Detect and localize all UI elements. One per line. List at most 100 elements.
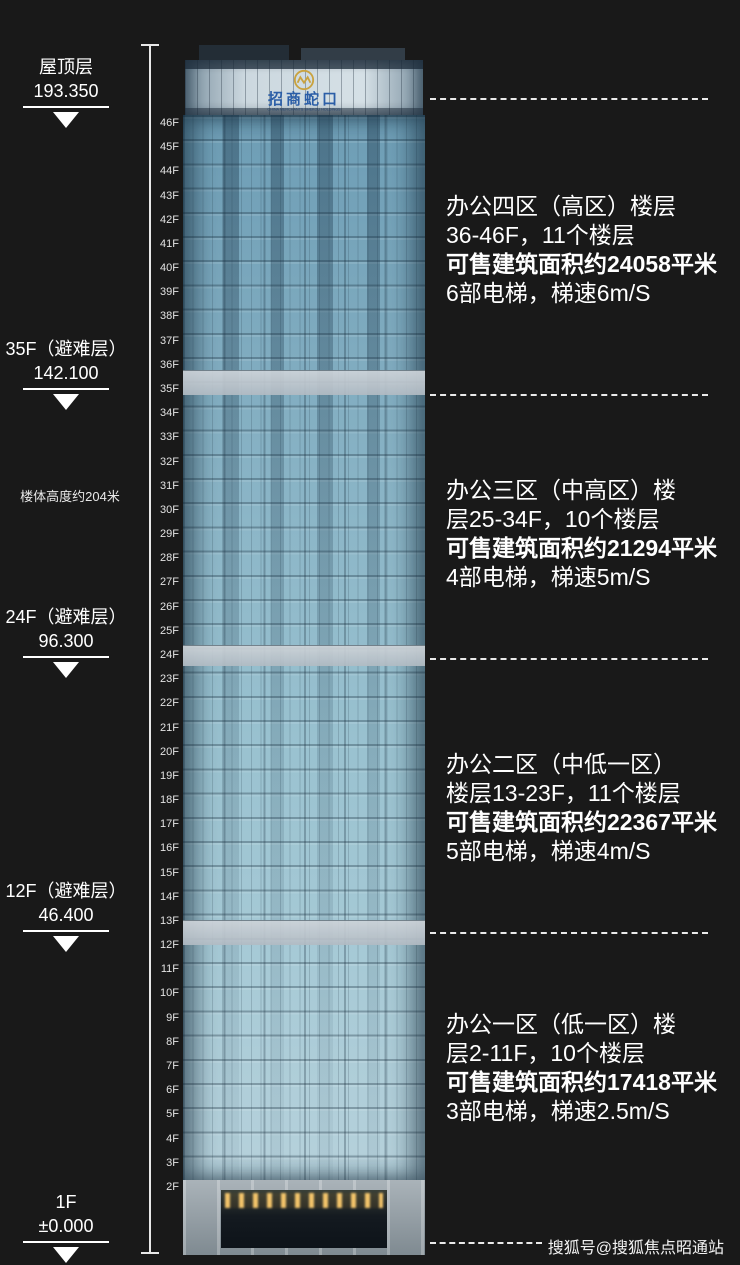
level-marker-roof: 屋顶层 193.350 (0, 55, 132, 128)
floor-label: 33F (160, 431, 179, 444)
zone-elevators: 4部电梯，梯速5m/S (446, 564, 651, 590)
floor-label: 14F (160, 890, 179, 903)
zone-title: 办公二区（中低一区） (446, 751, 676, 777)
level-marker-24f: 24F（避难层） 96.300 (0, 605, 132, 678)
floor-label: 31F (160, 479, 179, 492)
down-arrow-icon (53, 1247, 79, 1263)
floor-label: 11F (160, 963, 179, 976)
floor-label: 46F (160, 117, 179, 129)
floor-label: 38F (160, 310, 179, 323)
zone-title: 办公三区（中高区）楼 (446, 477, 676, 503)
zone-info-high: 办公四区（高区）楼层 36-46F，11个楼层 可售建筑面积约24058平米 6… (446, 192, 726, 308)
floor-label: 23F (160, 673, 179, 686)
level-marker-1f: 1F ±0.000 (0, 1190, 132, 1263)
floor-label: 45F (160, 141, 179, 154)
zone-floors: 层2-11F，10个楼层 (446, 1040, 645, 1066)
floor-label: 36F (160, 358, 179, 371)
floor-label: 20F (160, 745, 179, 758)
building-height-note: 楼体高度约204米 (20, 489, 120, 504)
marker-label: 屋顶层 (39, 57, 93, 77)
level-marker-12f: 12F（避难层） 46.400 (0, 879, 132, 952)
zone-elevators: 6部电梯，梯速6m/S (446, 280, 651, 306)
down-arrow-icon (53, 112, 79, 128)
floor-label: 42F (160, 213, 179, 226)
zone-elevators: 3部电梯，梯速2.5m/S (446, 1098, 670, 1124)
floor-label: 16F (160, 842, 179, 855)
floor-label: 44F (160, 165, 179, 178)
floor-label: 22F (160, 697, 179, 710)
watermark: 搜狐号@搜狐焦点昭通站 (547, 1240, 724, 1257)
zone-elevators: 5部电梯，梯速4m/S (446, 838, 651, 864)
dimension-line (149, 45, 151, 1253)
zone-title: 办公四区（高区）楼层 (446, 193, 676, 219)
logo-name: 招商蛇口 (267, 91, 340, 108)
floor-label: 18F (160, 794, 179, 807)
floor-label: 4F (166, 1132, 179, 1145)
floor-label: 9F (166, 1011, 179, 1024)
level-line-35f (430, 394, 708, 396)
refuge-floor-band-24f (183, 645, 425, 666)
zone-floors: 36-46F，11个楼层 (446, 222, 635, 248)
floor-label: 29F (160, 528, 179, 541)
floor-label: 17F (160, 818, 179, 831)
floor-label: 27F (160, 576, 179, 589)
floor-label: 6F (166, 1084, 179, 1097)
logo-tagline: CHINA MERCHANTS SHEKOU HOLDINGS (267, 108, 341, 112)
floor-label: 8F (166, 1035, 179, 1048)
building-crown: 招商蛇口 CHINA MERCHANTS SHEKOU HOLDINGS (185, 60, 423, 115)
building-podium (183, 1180, 425, 1255)
floor-label: 25F (160, 624, 179, 637)
floor-label: 43F (160, 189, 179, 202)
building-rendering: 招商蛇口 CHINA MERCHANTS SHEKOU HOLDINGS (183, 45, 425, 1255)
floor-label: 41F (160, 237, 179, 250)
floor-label: 7F (166, 1060, 179, 1073)
floor-label: 40F (160, 262, 179, 275)
floor-label: 24F (160, 648, 179, 661)
marker-label: 35F（避难层） (5, 339, 127, 359)
level-line-ground (430, 1242, 542, 1244)
lobby-entrance (221, 1190, 387, 1248)
refuge-floor-band-35f (183, 370, 425, 395)
refuge-floor-band-12f (183, 920, 425, 945)
zone-area: 可售建筑面积约24058平米 (446, 251, 717, 277)
zone-floors: 层25-34F，10个楼层 (446, 506, 660, 532)
floor-label: 32F (160, 455, 179, 468)
marker-label: 12F（避难层） (5, 881, 127, 901)
floor-label: 28F (160, 552, 179, 565)
level-line-24f (430, 658, 708, 660)
floor-label: 19F (160, 769, 179, 782)
floor-label: 5F (166, 1108, 179, 1121)
floor-label: 10F (160, 987, 179, 1000)
floor-label: 39F (160, 286, 179, 299)
marker-label: 1F (55, 1192, 77, 1212)
zone-area: 可售建筑面积约21294平米 (446, 535, 717, 561)
zone-info-mid-low: 办公二区（中低一区） 楼层13-23F，11个楼层 可售建筑面积约22367平米… (446, 750, 726, 866)
level-line-roof (430, 98, 708, 100)
marker-elevation: 193.350 (23, 79, 109, 108)
floor-label: 15F (160, 866, 179, 879)
floor-label: 34F (160, 407, 179, 420)
zone-area: 可售建筑面积约17418平米 (446, 1069, 717, 1095)
zone-floors: 楼层13-23F，11个楼层 (446, 780, 681, 806)
roof-equipment (301, 48, 405, 63)
down-arrow-icon (53, 936, 79, 952)
down-arrow-icon (53, 662, 79, 678)
marker-elevation: ±0.000 (23, 1214, 109, 1243)
marker-label: 24F（避难层） (5, 607, 127, 627)
floor-label: 30F (160, 503, 179, 516)
china-merchants-shekou-logo: 招商蛇口 CHINA MERCHANTS SHEKOU HOLDINGS (185, 69, 423, 113)
floor-label: 3F (166, 1156, 179, 1169)
zone-info-mid-high: 办公三区（中高区）楼 层25-34F，10个楼层 可售建筑面积约21294平米 … (446, 476, 726, 592)
zone-info-low: 办公一区（低一区）楼 层2-11F，10个楼层 可售建筑面积约17418平米 3… (446, 1010, 726, 1126)
dimension-bottom-cap (141, 1252, 159, 1254)
marker-elevation: 46.400 (23, 903, 109, 932)
floor-label: 13F (160, 914, 179, 927)
level-line-12f (430, 932, 708, 934)
floor-labels: 46F 45F 44F 43F 42F 41F 40F 39F 38F 37F 36F 35F 34F 3… (152, 115, 179, 1205)
level-marker-35f: 35F（避难层） 142.100 (0, 337, 132, 410)
zone-title: 办公一区（低一区）楼 (446, 1011, 676, 1037)
zone-area: 可售建筑面积约22367平米 (446, 809, 717, 835)
down-arrow-icon (53, 394, 79, 410)
lobby-lights (225, 1193, 383, 1208)
